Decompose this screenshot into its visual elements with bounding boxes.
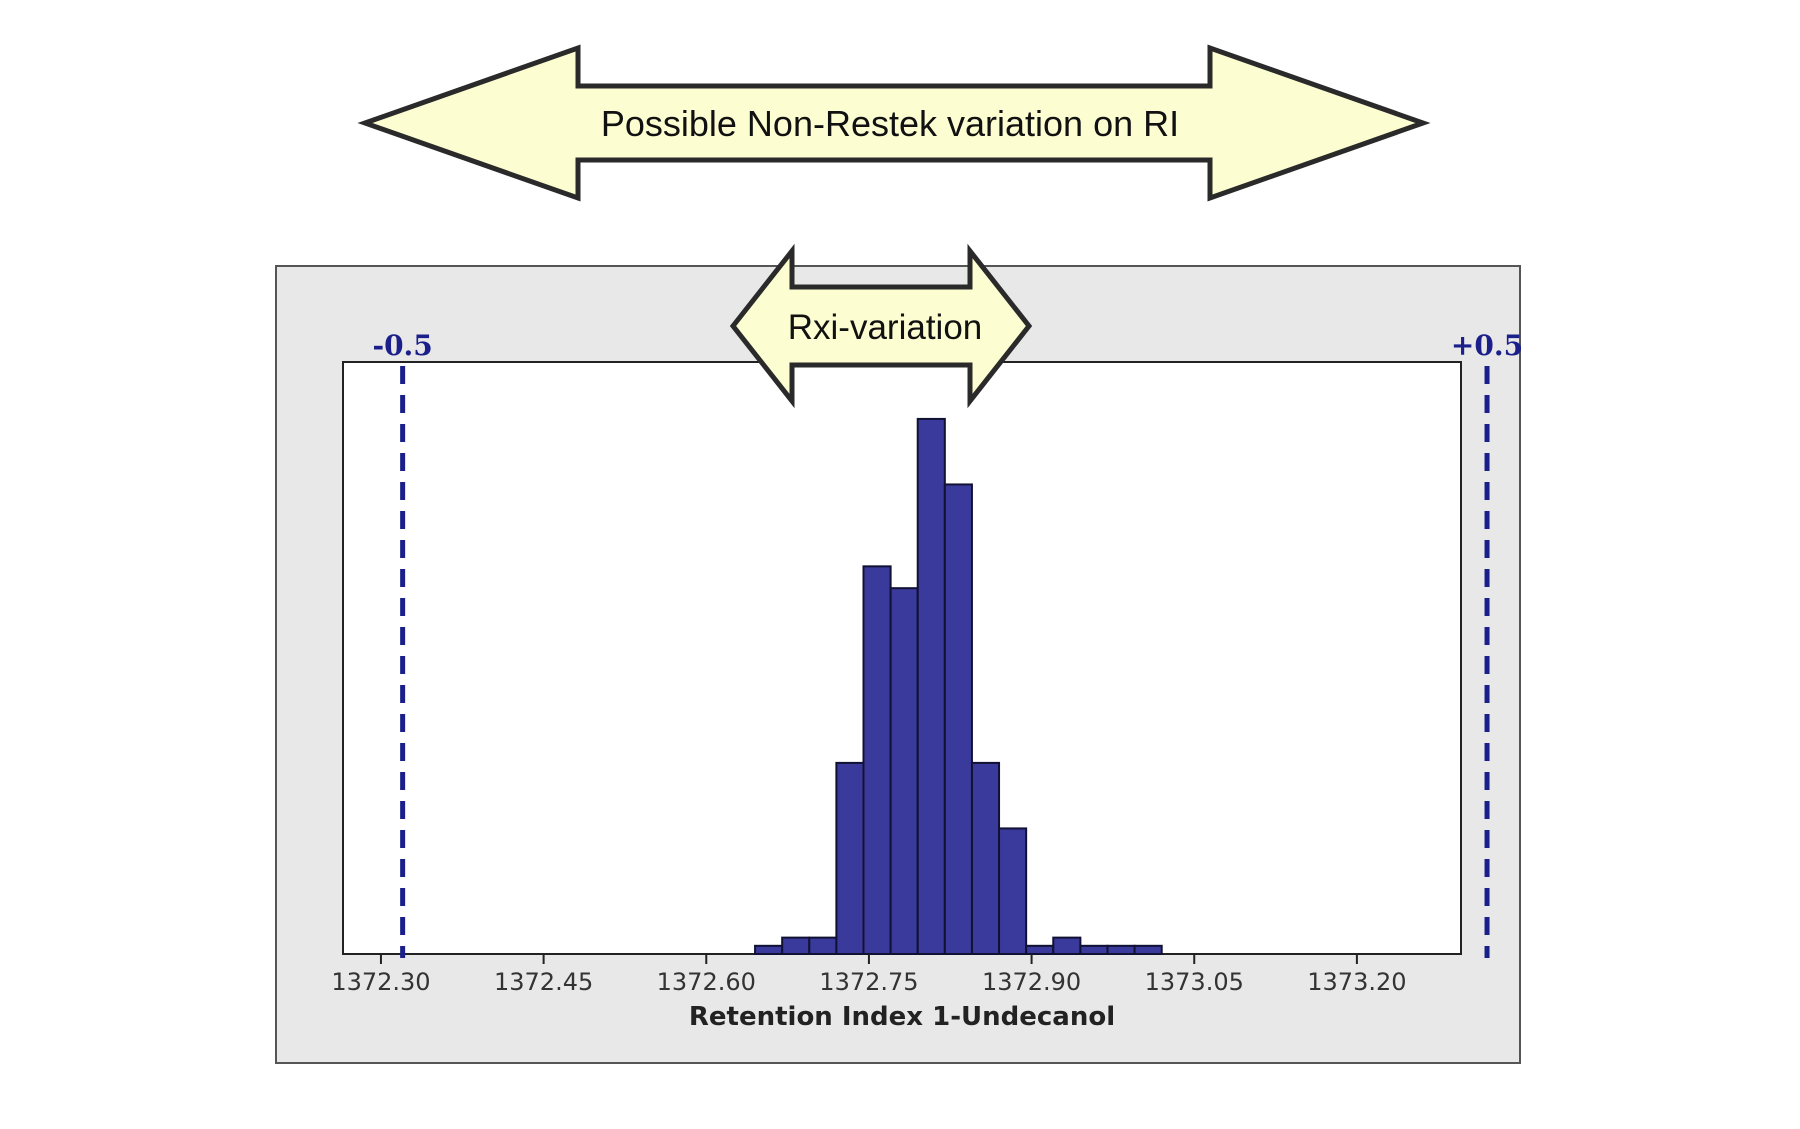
histogram-bar: [943, 483, 973, 955]
histogram-bar: [1052, 936, 1082, 955]
x-tick-label: 1373.20: [1307, 968, 1406, 996]
double-arrow-outer-icon: [357, 44, 1431, 202]
histogram-bar: [781, 936, 811, 955]
histogram-bar: [862, 565, 892, 956]
reference-line-label: +0.5: [1451, 329, 1523, 362]
histogram-bar: [1025, 944, 1055, 955]
outer-arrow-label: Possible Non-Restek variation on RI: [601, 103, 1179, 144]
non-restek-variation-arrow: Possible Non-Restek variation on RI: [357, 44, 1431, 202]
x-axis: 1372.30 1372.45 1372.60 1372.75 1372.90 1373.…: [331, 954, 1407, 996]
histogram-bar: [1133, 944, 1163, 955]
histogram-bar: [889, 587, 919, 955]
reference-lines: -0.5 +0.5: [372, 329, 1523, 958]
x-tick-label: 1372.90: [982, 968, 1081, 996]
x-tick-label: 1372.30: [331, 968, 430, 996]
histogram-bar: [1079, 944, 1109, 955]
histogram-bar: [998, 827, 1028, 955]
x-tick-label: 1372.75: [819, 968, 918, 996]
x-tick-label: 1372.45: [494, 968, 593, 996]
rxi-variation-arrow: Rxi-variation: [729, 243, 1033, 409]
histogram-bar: [808, 936, 838, 955]
reference-line-label: -0.5: [372, 329, 432, 362]
x-tick-label: 1372.60: [657, 968, 756, 996]
histogram-bar: [1106, 944, 1136, 955]
histogram-bar: [754, 944, 784, 955]
x-axis-title: Retention Index 1-Undecanol: [689, 1002, 1115, 1032]
x-tick-label: 1373.05: [1145, 968, 1244, 996]
histogram-bars: [754, 417, 1163, 956]
histogram-bar: [835, 761, 865, 956]
inner-arrow-label: Rxi-variation: [788, 308, 983, 347]
double-arrow-inner-icon: [729, 243, 1033, 409]
histogram-bar: [916, 417, 946, 956]
histogram-bar: [970, 761, 1001, 956]
